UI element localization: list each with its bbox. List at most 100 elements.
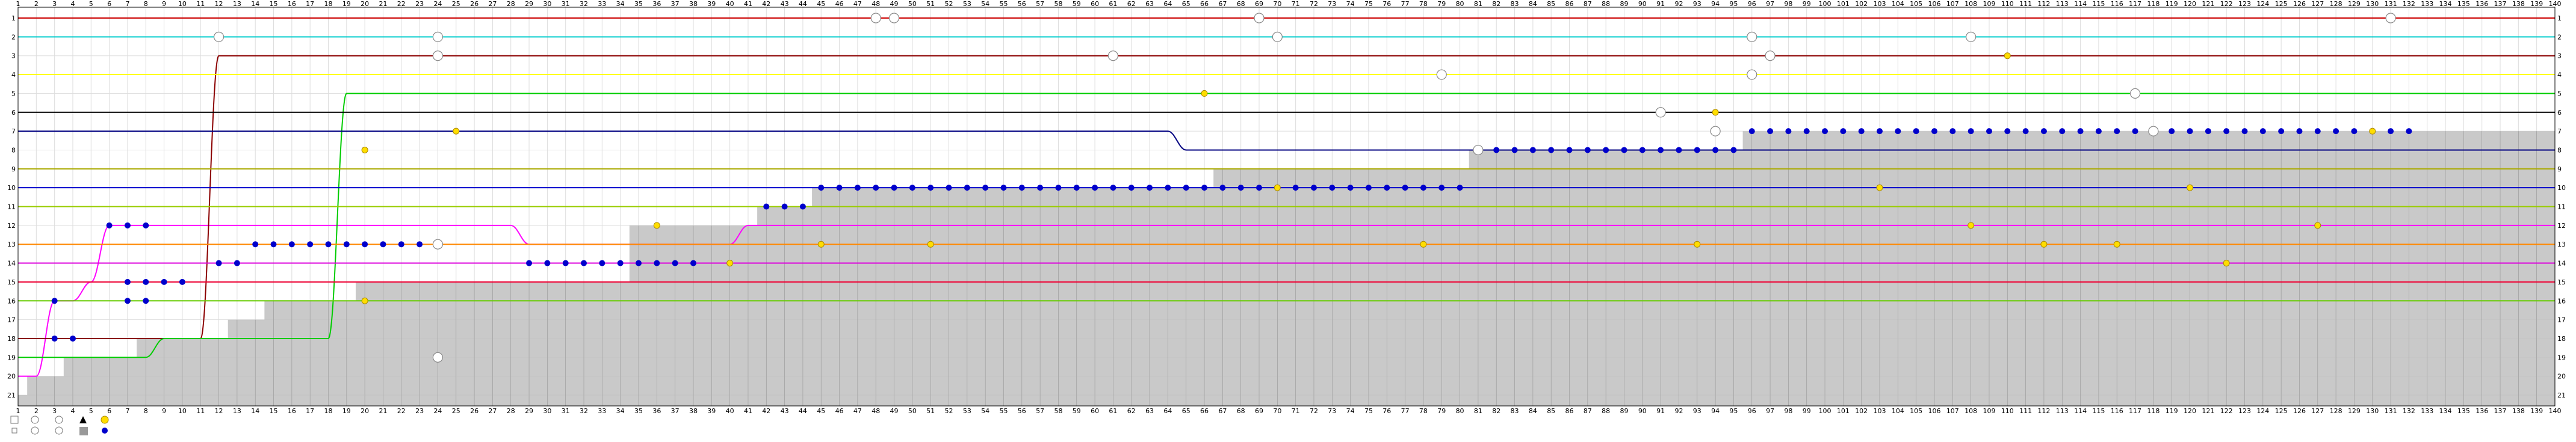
x-tick-label-bottom: 132 xyxy=(2403,407,2415,415)
marker-white-circle xyxy=(888,13,900,23)
x-tick-label-top: 97 xyxy=(1766,0,1774,8)
marker-blue-dot xyxy=(1639,147,1646,153)
marker-blue-dot xyxy=(2241,128,2248,135)
marker-blue-dot xyxy=(1402,185,1408,191)
x-tick-label-bottom: 43 xyxy=(781,407,789,415)
marker-blue-dot xyxy=(1968,128,1974,135)
x-tick-label-top: 7 xyxy=(125,0,129,8)
x-tick-label-bottom: 137 xyxy=(2494,407,2507,415)
y-tick-label-left: 11 xyxy=(7,203,16,211)
x-tick-label-top: 11 xyxy=(196,0,205,8)
x-axis-ticks-bottom: 1 2 3 4 5 6 7 8 9 10 11 12 13 14 15 16 17 18 19 20 21 22 23 24 2… xyxy=(16,407,2562,415)
marker-white-circle xyxy=(432,239,444,250)
marker-blue-dot xyxy=(1548,147,1555,153)
x-tick-label-top: 124 xyxy=(2256,0,2269,8)
marker-blue-dot xyxy=(179,278,185,285)
x-tick-label-top: 13 xyxy=(233,0,241,8)
x-tick-label-bottom: 104 xyxy=(1892,407,1904,415)
marker-blue-dot xyxy=(1511,147,1518,153)
marker-blue-dot xyxy=(1913,128,1919,135)
x-tick-label-bottom: 90 xyxy=(1638,407,1647,415)
x-tick-label-bottom: 36 xyxy=(652,407,661,415)
x-tick-label-bottom: 95 xyxy=(1729,407,1738,415)
marker-blue-dot xyxy=(161,278,167,285)
marker-blue-dot xyxy=(398,241,404,248)
marker-blue-dot xyxy=(599,260,605,266)
x-tick-label-bottom: 39 xyxy=(707,407,716,415)
x-tick-label-bottom: 24 xyxy=(433,407,442,415)
marker-blue-dot xyxy=(143,222,149,229)
legend-square-small xyxy=(11,428,17,434)
x-tick-label-top: 93 xyxy=(1693,0,1701,8)
y-tick-label-right: 12 xyxy=(2557,222,2566,230)
x-tick-label-top: 98 xyxy=(1784,0,1792,8)
marker-blue-dot xyxy=(307,241,314,248)
x-tick-label-bottom: 94 xyxy=(1711,407,1720,415)
x-tick-label-bottom: 38 xyxy=(689,407,698,415)
marker-blue-dot xyxy=(544,260,551,266)
marker-blue-dot xyxy=(1438,185,1445,191)
marker-blue-dot xyxy=(51,335,58,342)
x-tick-label-top: 119 xyxy=(2166,0,2178,8)
marker-blue-dot xyxy=(690,260,696,266)
x-axis-ticks-top: 1 2 3 4 5 6 7 8 9 10 11 12 13 14 15 16 17 18 19 20 21 22 23 24 2… xyxy=(16,0,2562,8)
marker-blue-dot xyxy=(1584,147,1591,153)
x-tick-label-bottom: 93 xyxy=(1693,407,1701,415)
x-tick-label-bottom: 79 xyxy=(1437,407,1446,415)
marker-yellow-dot xyxy=(1201,90,1208,97)
x-tick-label-bottom: 51 xyxy=(926,407,935,415)
x-tick-label-top: 112 xyxy=(2037,0,2050,8)
x-tick-label-bottom: 98 xyxy=(1784,407,1792,415)
marker-white-circle xyxy=(1473,144,1484,156)
marker-blue-dot xyxy=(818,185,825,191)
x-tick-label-bottom: 77 xyxy=(1401,407,1410,415)
y-tick-label-left: 15 xyxy=(7,278,16,286)
x-tick-label-bottom: 112 xyxy=(2037,407,2050,415)
y-tick-label-left: 6 xyxy=(11,109,16,117)
x-tick-label-top: 34 xyxy=(616,0,625,8)
x-tick-label-bottom: 54 xyxy=(981,407,989,415)
x-tick-label-bottom: 2 xyxy=(34,407,39,415)
x-tick-label-bottom: 42 xyxy=(762,407,770,415)
x-tick-label-bottom: 49 xyxy=(890,407,899,415)
x-tick-label-top: 140 xyxy=(2549,0,2562,8)
x-tick-label-bottom: 85 xyxy=(1547,407,1555,415)
x-tick-label-top: 42 xyxy=(762,0,770,8)
marker-blue-dot xyxy=(2314,128,2321,135)
marker-blue-dot xyxy=(2095,128,2102,135)
marker-white-circle xyxy=(432,51,444,61)
x-tick-label-bottom: 103 xyxy=(1874,407,1886,415)
x-tick-label-bottom: 133 xyxy=(2421,407,2433,415)
x-tick-label-top: 102 xyxy=(1855,0,1868,8)
x-tick-label-bottom: 35 xyxy=(634,407,643,415)
x-tick-label-bottom: 59 xyxy=(1073,407,1081,415)
x-tick-label-top: 86 xyxy=(1565,0,1574,8)
x-tick-label-top: 56 xyxy=(1018,0,1026,8)
marker-yellow-dot xyxy=(1694,241,1701,248)
x-tick-label-bottom: 96 xyxy=(1748,407,1756,415)
x-tick-label-top: 1 xyxy=(16,0,20,8)
marker-blue-dot xyxy=(362,241,368,248)
y-tick-label-right: 9 xyxy=(2557,165,2562,173)
y-tick-label-left: 2 xyxy=(11,33,16,41)
series-line-7 xyxy=(18,130,2555,151)
x-tick-label-bottom: 3 xyxy=(52,407,57,415)
x-tick-label-top: 40 xyxy=(726,0,734,8)
x-tick-label-bottom: 60 xyxy=(1091,407,1099,415)
marker-blue-dot xyxy=(2351,128,2358,135)
legend-yellow-circle xyxy=(101,416,109,424)
marker-blue-dot xyxy=(2278,128,2285,135)
x-tick-label-bottom: 62 xyxy=(1127,407,1136,415)
marker-blue-dot xyxy=(982,185,989,191)
marker-blue-dot xyxy=(617,260,624,266)
marker-blue-dot xyxy=(1986,128,1992,135)
marker-blue-dot xyxy=(124,222,131,229)
x-tick-label-top: 50 xyxy=(908,0,917,8)
x-tick-label-top: 30 xyxy=(543,0,551,8)
x-tick-label-bottom: 126 xyxy=(2293,407,2306,415)
x-tick-label-top: 105 xyxy=(1910,0,1922,8)
x-tick-label-top: 31 xyxy=(562,0,570,8)
marker-blue-dot xyxy=(1219,185,1226,191)
x-tick-label-bottom: 9 xyxy=(162,407,166,415)
